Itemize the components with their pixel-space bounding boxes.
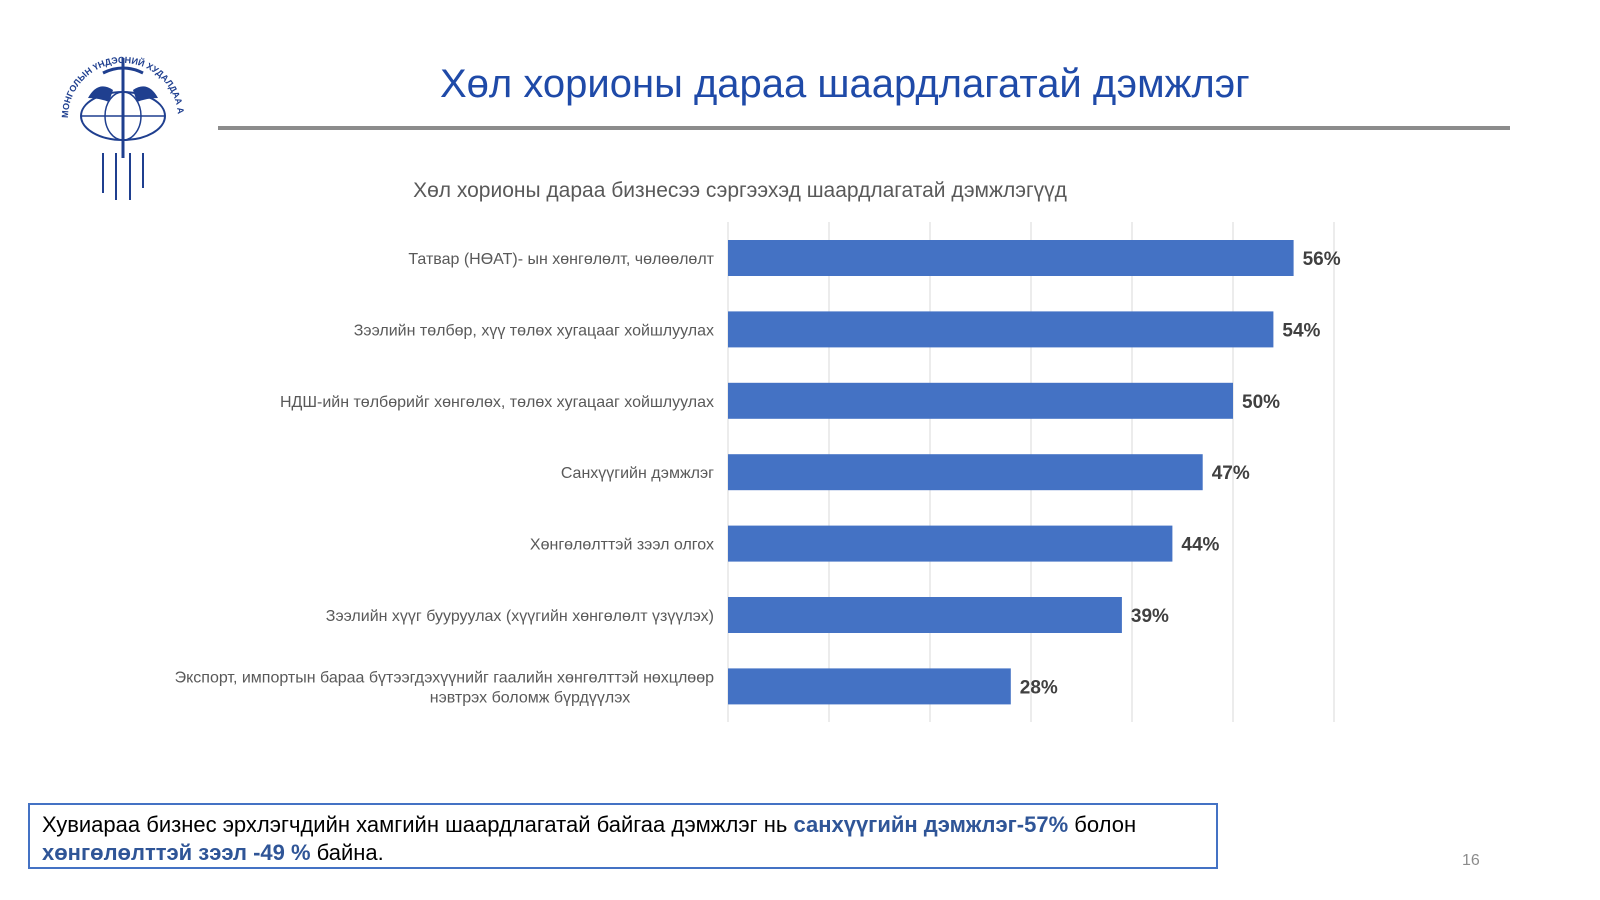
note-text-1: Хувиараа бизнес эрхлэгчдийн хамгийн шаар… [42,812,794,837]
category-label: НДШ-ийн төлбөрийг хөнгөлөх, төлөх хугаца… [280,394,714,411]
bar [728,525,1173,562]
data-label: 44% [1181,535,1219,556]
page-title: Хөл хорионы дараа шаардлагатай дэмжлэг [440,62,1250,106]
category-label: Зээлийн төлбөр, хүү төлөх хугацааг хойшл… [354,322,714,339]
data-label: 47% [1212,463,1250,484]
summary-note: Хувиараа бизнес эрхлэгчдийн хамгийн шаар… [28,803,1218,869]
category-label: Хөнгөлөлттэй зээл олгох [530,537,714,554]
data-label: 39% [1131,606,1169,627]
note-text-2: болон [1068,812,1137,837]
organization-logo: МОНГОЛЫН ҮНДЭСНИЙ ХУДАЛДАА АЖ ҮЙЛДВЭРИЙН… [43,19,198,208]
page-number: 16 [1462,852,1480,869]
bar [728,668,1011,705]
bar [728,311,1274,348]
bar [728,382,1233,419]
title-divider [218,126,1510,130]
category-label: Экспорт, импортын бараа бүтээгдэхүүнийг … [175,669,714,706]
note-highlight-loan: хөнгөлөлттэй зээл -49 % [42,840,311,865]
bar-chart: Хөл хорионы дараа бизнесээ сэргээхэд шаа… [175,179,1341,722]
data-label: 56% [1303,249,1341,270]
bar [728,454,1203,491]
category-label: Зээлийн хүүг бууруулах (хүүгийн хөнгөлөл… [326,608,714,625]
note-text-3: байна. [310,840,384,865]
data-label: 54% [1282,320,1320,341]
note-highlight-financial: санхүүгийн дэмжлэг-57% [793,812,1069,837]
bar [728,597,1122,633]
category-label: Санхүүгийн дэмжлэг [561,465,714,482]
chart-title: Хөл хорионы дараа бизнесээ сэргээхэд шаа… [413,179,1067,202]
category-label: Татвар (НӨАТ)- ын хөнгөлөлт, чөлөөлөлт [408,251,714,268]
data-label: 50% [1242,392,1280,413]
bar [728,240,1294,276]
data-label: 28% [1020,677,1058,698]
